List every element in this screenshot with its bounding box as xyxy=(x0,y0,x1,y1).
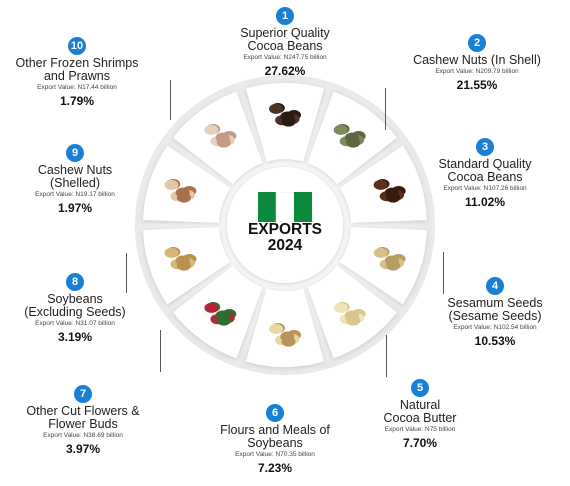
item-name: Standard Quality Cocoa Beans xyxy=(438,157,532,184)
product-photo-6 xyxy=(269,323,284,334)
item-value: Export Value: N247.75 billion xyxy=(243,54,327,61)
product-photo-2 xyxy=(333,124,348,135)
item-share: 7.70% xyxy=(402,436,438,450)
product-photo-2 xyxy=(346,137,361,148)
export-item-7: 7 Other Cut Flowers & Flower Buds Export… xyxy=(8,384,158,456)
item-value: Export Value: N38.69 billion xyxy=(43,432,123,439)
item-share: 21.55% xyxy=(456,78,498,92)
item-share: 27.62% xyxy=(264,64,306,78)
export-item-3: 3 Standard Quality Cocoa Beans Export Va… xyxy=(410,137,560,209)
export-item-4: 4 Sesamum Seeds (Sesame Seeds) Export Va… xyxy=(420,276,570,348)
rank-badge-5: 5 xyxy=(411,379,429,397)
center-title-line1: EXPORTS xyxy=(247,221,323,238)
product-photo-8 xyxy=(164,247,179,258)
item-value: Export Value: N19.17 billion xyxy=(35,191,115,198)
export-item-8: 8 Soybeans (Excluding Seeds) Export Valu… xyxy=(0,272,150,344)
connector-4 xyxy=(443,252,444,294)
item-name: Flours and Meals of Soybeans xyxy=(220,423,330,450)
export-item-10: 10 Other Frozen Shrimps and Prawns Expor… xyxy=(2,36,152,108)
item-share: 1.97% xyxy=(57,201,93,215)
product-photo-10 xyxy=(204,124,219,135)
item-value: Export Value: N75 billion xyxy=(384,426,456,433)
connector-10 xyxy=(170,80,171,120)
export-item-1: 1 Superior Quality Cocoa Beans Export Va… xyxy=(210,6,360,78)
product-photo-4 xyxy=(373,247,388,258)
item-value: Export Value: N31.07 billion xyxy=(35,320,115,327)
product-segment-9 xyxy=(143,145,231,223)
item-value: Export Value: N102.54 billion xyxy=(453,324,537,331)
product-photo-6 xyxy=(281,336,296,347)
product-photo-1 xyxy=(269,103,284,114)
item-share: 1.79% xyxy=(59,94,95,108)
item-value: Export Value: N17.44 billion xyxy=(37,84,117,91)
product-segment-6 xyxy=(245,288,325,367)
item-name: Natural Cocoa Butter xyxy=(383,398,457,425)
item-name: Cashew Nuts (In Shell) xyxy=(413,53,541,67)
connector-5 xyxy=(386,335,387,377)
center-title-line2: 2024 xyxy=(267,237,303,254)
product-photo-10 xyxy=(216,137,231,148)
product-photo-4 xyxy=(386,260,401,271)
export-item-2: 2 Cashew Nuts (In Shell) Export Value: N… xyxy=(402,33,552,92)
rank-badge-6: 6 xyxy=(266,404,284,422)
connector-2 xyxy=(385,88,386,130)
rank-badge-2: 2 xyxy=(468,34,486,52)
rank-badge-9: 9 xyxy=(66,144,84,162)
item-name: Superior Quality Cocoa Beans xyxy=(240,26,330,53)
item-name: Cashew Nuts (Shelled) xyxy=(37,163,113,190)
item-share: 3.19% xyxy=(57,330,93,344)
item-value: Export Value: N209.79 billion xyxy=(435,68,519,75)
product-photo-9 xyxy=(164,179,179,190)
rank-badge-1: 1 xyxy=(276,7,294,25)
item-share: 11.02% xyxy=(464,195,506,209)
connector-7 xyxy=(160,330,161,372)
product-photo-1 xyxy=(281,116,296,127)
export-item-5: 5 Natural Cocoa Butter Export Value: N75… xyxy=(345,378,495,450)
rank-badge-3: 3 xyxy=(476,138,494,156)
product-photo-8 xyxy=(176,260,191,271)
center-title: EXPORTS 2024 xyxy=(235,222,335,254)
product-photo-9 xyxy=(176,192,191,203)
product-photo-3 xyxy=(386,192,401,203)
rank-badge-7: 7 xyxy=(74,385,92,403)
item-value: Export Value: N107.26 billion xyxy=(443,185,527,192)
item-share: 10.53% xyxy=(474,334,516,348)
item-share: 7.23% xyxy=(257,461,293,475)
rank-badge-10: 10 xyxy=(68,37,86,55)
export-item-9: 9 Cashew Nuts (Shelled) Export Value: N1… xyxy=(0,143,150,215)
item-name: Soybeans (Excluding Seeds) xyxy=(24,292,126,319)
item-name: Sesamum Seeds (Sesame Seeds) xyxy=(447,296,543,323)
rank-badge-8: 8 xyxy=(66,273,84,291)
item-share: 3.97% xyxy=(65,442,101,456)
product-photo-5 xyxy=(333,302,348,313)
product-photo-3 xyxy=(373,179,388,190)
connector-8 xyxy=(126,253,127,293)
product-photo-7 xyxy=(204,302,219,313)
export-item-6: 6 Flours and Meals of Soybeans Export Va… xyxy=(200,403,350,475)
nigeria-flag-icon xyxy=(258,192,312,222)
product-photo-5 xyxy=(346,315,361,326)
item-value: Export Value: N70.35 billion xyxy=(235,451,315,458)
item-name: Other Frozen Shrimps and Prawns xyxy=(15,56,139,83)
center-disc xyxy=(227,167,343,283)
rank-badge-4: 4 xyxy=(486,277,504,295)
product-photo-7 xyxy=(216,315,231,326)
item-name: Other Cut Flowers & Flower Buds xyxy=(26,404,140,431)
